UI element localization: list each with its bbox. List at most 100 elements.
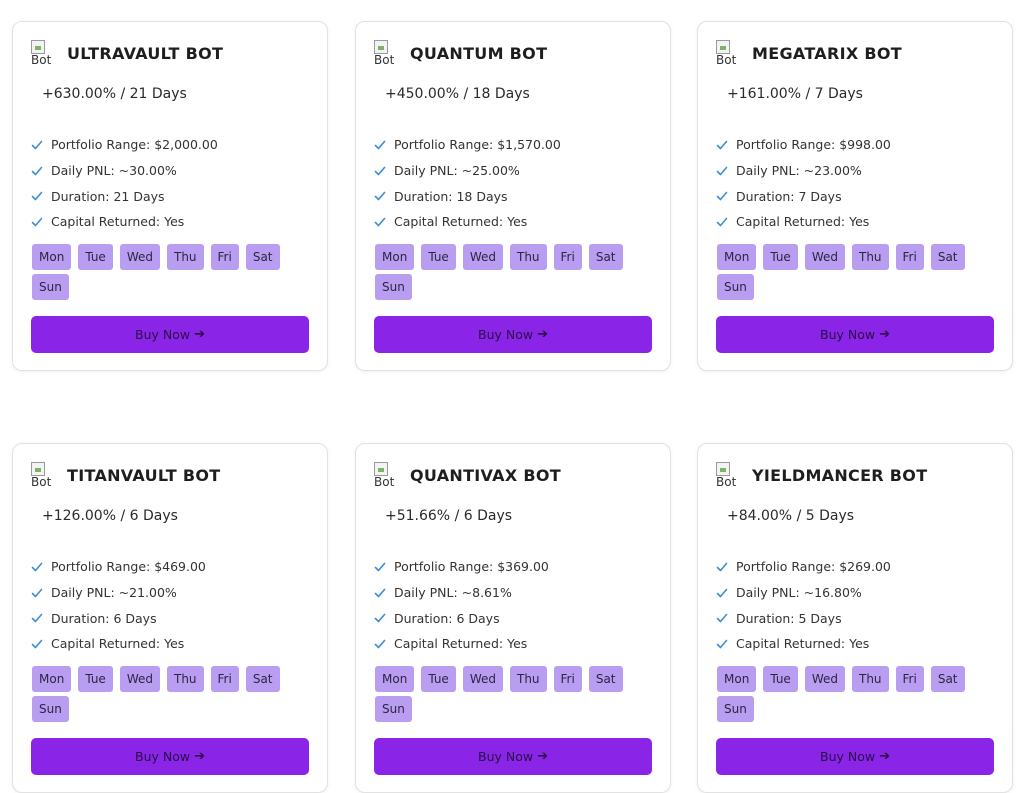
feature-item: Portfolio Range: $369.00 bbox=[374, 554, 549, 580]
day-chip: Wed bbox=[462, 244, 503, 270]
feature-text: Daily PNL: ~16.80% bbox=[736, 585, 862, 601]
check-icon bbox=[716, 561, 728, 573]
arrow-right-icon: ➔ bbox=[194, 327, 205, 342]
feature-item: Duration: 5 Days bbox=[716, 605, 891, 631]
card-header: Bot ULTRAVAULT BOT bbox=[31, 40, 223, 66]
check-icon bbox=[374, 139, 386, 151]
bot-card: Bot TITANVAULT BOT +126.00% / 6 Days Por… bbox=[12, 443, 328, 793]
day-chip: Mon bbox=[32, 244, 72, 270]
bot-card: Bot YIELDMANCER BOT +84.00% / 5 Days Por… bbox=[697, 443, 1013, 793]
day-chip: Tue bbox=[421, 666, 456, 692]
bot-card: Bot QUANTIVAX BOT +51.66% / 6 Days Portf… bbox=[355, 443, 671, 793]
day-chip: Sun bbox=[717, 274, 754, 300]
feature-text: Portfolio Range: $1,570.00 bbox=[394, 137, 561, 153]
trading-days: Mon Tue Wed Thu Fri Sat Sun bbox=[717, 244, 997, 300]
buy-now-label: Buy Now bbox=[135, 327, 191, 342]
trading-days: Mon Tue Wed Thu Fri Sat Sun bbox=[32, 666, 312, 722]
day-chip: Tue bbox=[421, 244, 456, 270]
day-chip: Fri bbox=[895, 666, 924, 692]
card-header: Bot QUANTIVAX BOT bbox=[374, 462, 561, 488]
check-icon bbox=[374, 216, 386, 228]
day-chip: Sun bbox=[375, 274, 412, 300]
broken-image-icon: Bot bbox=[716, 40, 740, 66]
buy-now-button[interactable]: Buy Now ➔ bbox=[31, 316, 309, 353]
day-chip: Fri bbox=[553, 666, 582, 692]
day-chip: Wed bbox=[119, 666, 160, 692]
day-chip: Sat bbox=[930, 666, 965, 692]
trading-days: Mon Tue Wed Thu Fri Sat Sun bbox=[717, 666, 997, 722]
arrow-right-icon: ➔ bbox=[194, 749, 205, 764]
day-chip: Sat bbox=[930, 244, 965, 270]
day-chip: Wed bbox=[804, 666, 845, 692]
feature-text: Daily PNL: ~30.00% bbox=[51, 163, 177, 179]
check-icon bbox=[31, 139, 43, 151]
day-chip: Mon bbox=[375, 244, 415, 270]
check-icon bbox=[31, 587, 43, 599]
check-icon bbox=[374, 612, 386, 624]
bot-name: ULTRAVAULT BOT bbox=[67, 43, 224, 63]
buy-now-label: Buy Now bbox=[820, 749, 876, 764]
check-icon bbox=[31, 638, 43, 650]
bot-roi: +450.00% / 18 Days bbox=[385, 86, 530, 102]
buy-now-button[interactable]: Buy Now ➔ bbox=[716, 738, 994, 775]
bot-card: Bot QUANTUM BOT +450.00% / 18 Days Portf… bbox=[355, 21, 671, 371]
feature-text: Duration: 21 Days bbox=[51, 188, 165, 204]
feature-item: Daily PNL: ~30.00% bbox=[31, 158, 218, 184]
bot-roi: +84.00% / 5 Days bbox=[727, 508, 855, 524]
feature-text: Duration: 18 Days bbox=[394, 188, 508, 204]
card-header: Bot YIELDMANCER BOT bbox=[716, 462, 927, 488]
feature-text: Portfolio Range: $469.00 bbox=[51, 559, 206, 575]
arrow-right-icon: ➔ bbox=[537, 749, 548, 764]
feature-text: Capital Returned: Yes bbox=[394, 214, 528, 230]
day-chip: Thu bbox=[509, 244, 547, 270]
feature-item: Duration: 18 Days bbox=[374, 183, 561, 209]
day-chip: Tue bbox=[78, 244, 113, 270]
feature-text: Duration: 6 Days bbox=[51, 610, 157, 626]
feature-text: Daily PNL: ~23.00% bbox=[736, 163, 862, 179]
bot-image-alt: Bot bbox=[374, 53, 395, 66]
feature-item: Capital Returned: Yes bbox=[374, 209, 561, 235]
buy-now-button[interactable]: Buy Now ➔ bbox=[31, 738, 309, 775]
buy-now-button[interactable]: Buy Now ➔ bbox=[374, 738, 652, 775]
day-chip: Sat bbox=[245, 244, 280, 270]
bot-image-alt: Bot bbox=[31, 53, 52, 66]
arrow-right-icon: ➔ bbox=[879, 749, 890, 764]
check-icon bbox=[31, 612, 43, 624]
trading-days: Mon Tue Wed Thu Fri Sat Sun bbox=[375, 244, 655, 300]
bot-name: MEGATARIX BOT bbox=[752, 43, 902, 63]
feature-item: Capital Returned: Yes bbox=[374, 631, 549, 657]
check-icon bbox=[716, 190, 728, 202]
check-icon bbox=[374, 561, 386, 573]
day-chip: Sun bbox=[32, 274, 69, 300]
bot-name: YIELDMANCER BOT bbox=[752, 465, 928, 485]
feature-text: Portfolio Range: $998.00 bbox=[736, 137, 891, 153]
feature-text: Portfolio Range: $2,000.00 bbox=[51, 137, 218, 153]
day-chip: Sun bbox=[32, 696, 69, 722]
bot-image-alt: Bot bbox=[716, 475, 737, 488]
feature-item: Duration: 21 Days bbox=[31, 183, 218, 209]
feature-text: Capital Returned: Yes bbox=[736, 214, 870, 230]
trading-days: Mon Tue Wed Thu Fri Sat Sun bbox=[32, 244, 312, 300]
day-chip: Tue bbox=[763, 666, 798, 692]
broken-image-icon: Bot bbox=[31, 40, 55, 66]
bot-image-alt: Bot bbox=[716, 53, 737, 66]
bot-roi: +126.00% / 6 Days bbox=[42, 508, 178, 524]
feature-item: Duration: 6 Days bbox=[374, 605, 549, 631]
feature-item: Daily PNL: ~16.80% bbox=[716, 580, 891, 606]
check-icon bbox=[374, 165, 386, 177]
bot-roi: +51.66% / 6 Days bbox=[385, 508, 513, 524]
feature-list: Portfolio Range: $2,000.00 Daily PNL: ~3… bbox=[31, 132, 218, 235]
day-chip: Fri bbox=[553, 244, 582, 270]
day-chip: Wed bbox=[119, 244, 160, 270]
day-chip: Mon bbox=[375, 666, 415, 692]
check-icon bbox=[31, 216, 43, 228]
day-chip: Sat bbox=[588, 244, 623, 270]
buy-now-button[interactable]: Buy Now ➔ bbox=[374, 316, 652, 353]
day-chip: Thu bbox=[851, 244, 889, 270]
day-chip: Wed bbox=[462, 666, 503, 692]
day-chip: Fri bbox=[895, 244, 924, 270]
day-chip: Thu bbox=[166, 244, 204, 270]
card-header: Bot QUANTUM BOT bbox=[374, 40, 547, 66]
buy-now-button[interactable]: Buy Now ➔ bbox=[716, 316, 994, 353]
day-chip: Fri bbox=[210, 666, 239, 692]
